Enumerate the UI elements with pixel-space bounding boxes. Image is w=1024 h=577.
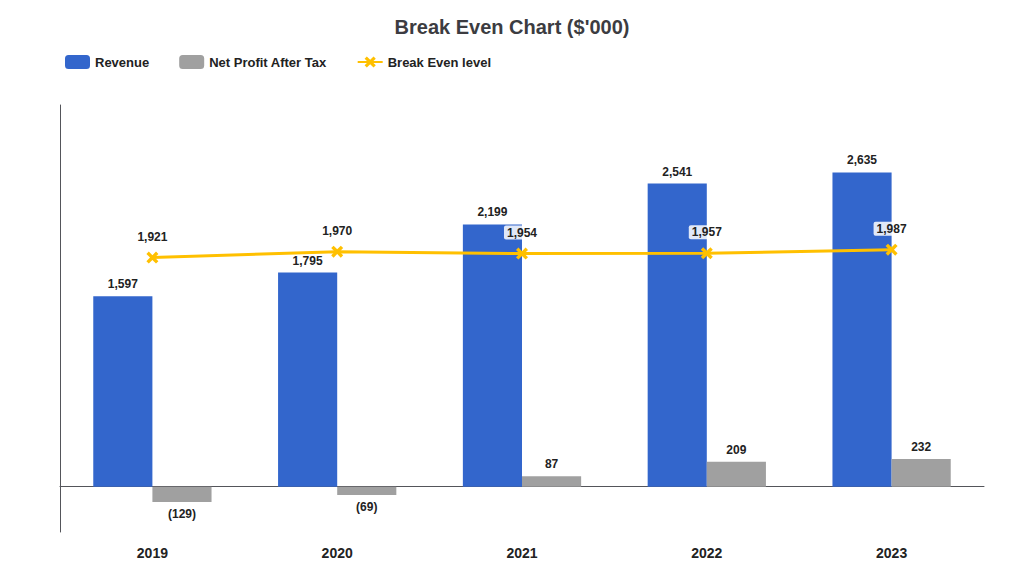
svg-text:2021: 2021 (506, 545, 537, 561)
svg-text:232: 232 (911, 440, 931, 454)
svg-text:(69): (69) (356, 500, 377, 514)
svg-text:1,957: 1,957 (692, 225, 722, 239)
svg-text:Break Even Chart ($'000): Break Even Chart ($'000) (395, 16, 630, 38)
svg-text:1,970: 1,970 (322, 224, 352, 238)
svg-text:2019: 2019 (137, 545, 168, 561)
svg-text:2020: 2020 (322, 545, 353, 561)
svg-text:2023: 2023 (876, 545, 907, 561)
svg-text:(129): (129) (168, 507, 196, 521)
svg-text:1,954: 1,954 (507, 226, 537, 240)
svg-text:2022: 2022 (691, 545, 722, 561)
svg-text:1,921: 1,921 (137, 230, 167, 244)
svg-text:Net Profit After Tax: Net Profit After Tax (209, 55, 327, 70)
svg-text:Revenue: Revenue (95, 55, 149, 70)
svg-text:209: 209 (726, 443, 746, 457)
svg-text:Break Even level: Break Even level (388, 55, 491, 70)
svg-text:2,541: 2,541 (662, 165, 692, 179)
svg-text:1,795: 1,795 (293, 254, 323, 268)
svg-text:87: 87 (545, 457, 559, 471)
svg-text:2,199: 2,199 (477, 205, 507, 219)
svg-text:2,635: 2,635 (847, 153, 877, 167)
svg-text:1,597: 1,597 (108, 277, 138, 291)
svg-text:1,987: 1,987 (877, 222, 907, 236)
